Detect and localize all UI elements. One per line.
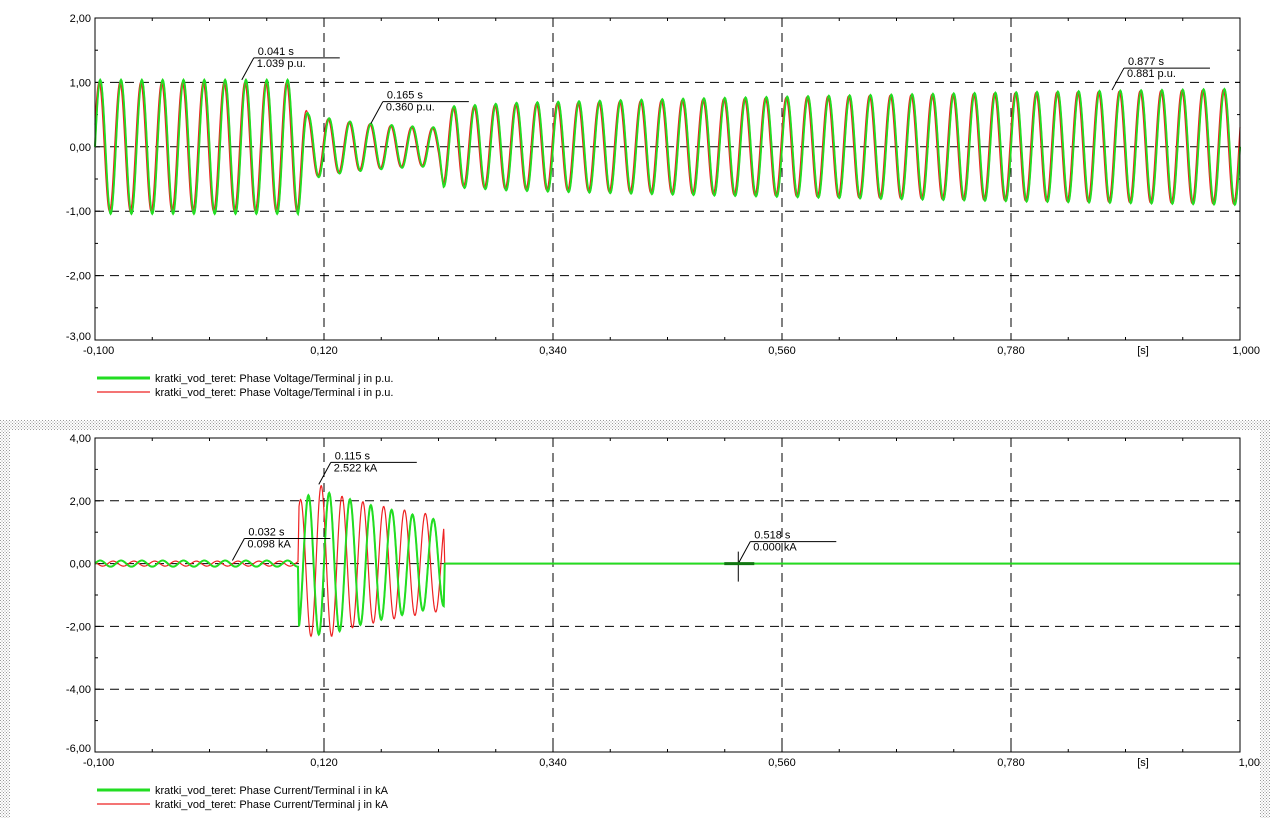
annotation-time: 0.032 s <box>248 527 285 539</box>
x-tick-label: 0,340 <box>539 757 567 769</box>
legend-entry: kratki_vod_teret: Phase Voltage/Terminal… <box>155 373 393 385</box>
x-tick-label: 1,00 <box>1239 757 1260 769</box>
series-line-0-overlay <box>94 491 1240 637</box>
legend-entry: kratki_vod_teret: Phase Voltage/Terminal… <box>155 387 393 399</box>
x-tick-label: 0,780 <box>997 757 1025 769</box>
y-tick-label: 0,00 <box>70 142 91 154</box>
current-plot[interactable]: -0,100 0,120 0,340 0,560 0,780 1,00 4,00 2,00 0,… <box>66 433 1260 811</box>
x-tick-label: -0,100 <box>83 345 114 357</box>
y-tick-label: -6,00 <box>66 743 91 755</box>
annotation-leader <box>370 101 384 124</box>
y-tick-label: 2,00 <box>70 496 91 508</box>
y-tick-label: 0,00 <box>70 559 91 571</box>
annotation-time: 0.518 s <box>754 530 791 542</box>
selected-plot-frame-right <box>1260 420 1270 818</box>
annotation-leader <box>318 462 332 485</box>
y-tick-label: 1,00 <box>70 77 91 89</box>
x-tick-label: 0,120 <box>310 757 338 769</box>
selected-plot-frame-top <box>0 420 1270 430</box>
legend-entry: kratki_vod_teret: Phase Current/Terminal… <box>155 799 389 811</box>
annotation-leader <box>737 541 751 564</box>
y-tick-label: -3,00 <box>66 331 91 343</box>
annotation-time: 0.165 s <box>387 90 424 102</box>
y-tick-label: 2,00 <box>70 13 91 25</box>
series-line-0-overlay <box>94 78 1241 216</box>
annotation-value: 2.522 kA <box>334 462 378 474</box>
x-tick-label: -0,100 <box>83 757 114 769</box>
x-unit-label: [s] <box>1137 345 1149 357</box>
y-tick-label: -2,00 <box>66 621 91 633</box>
annotation-time: 0.115 s <box>335 450 371 462</box>
x-tick-label: 0,560 <box>768 757 796 769</box>
annotation-time: 0.041 s <box>258 46 295 58</box>
x-tick-label: 0,340 <box>539 345 567 357</box>
selected-plot-background[interactable] <box>10 430 1260 818</box>
annotation-value: 0.360 p.u. <box>386 102 435 114</box>
x-tick-label: 0,120 <box>310 345 338 357</box>
y-tick-label: -4,00 <box>66 684 91 696</box>
annotation-leader <box>241 57 255 81</box>
legend-entry: kratki_vod_teret: Phase Current/Terminal… <box>155 785 389 797</box>
x-tick-label: 1,000 <box>1232 345 1260 357</box>
x-tick-label: 0,560 <box>768 345 796 357</box>
annotation-value: 0.881 p.u. <box>1127 68 1176 80</box>
annotation-value: 0.098 kA <box>247 539 291 551</box>
plot-frame <box>94 437 1241 753</box>
annotation-leader <box>1111 67 1125 91</box>
plot-frame <box>94 17 1241 341</box>
annotation-value: 0.000 kA <box>753 542 797 554</box>
annotation-leader <box>231 538 245 561</box>
x-unit-label: [s] <box>1137 757 1149 769</box>
y-tick-label: 4,00 <box>70 433 91 445</box>
annotation-value: 1.039 p.u. <box>257 58 306 70</box>
selected-plot-frame-left <box>0 420 10 818</box>
x-tick-label: 0,780 <box>997 345 1025 357</box>
voltage-plot[interactable]: -0,100 0,120 0,340 0,560 0,780 1,000 2,00 1,00 0… <box>66 13 1260 399</box>
y-tick-label: -1,00 <box>66 206 91 218</box>
y-tick-label: -2,00 <box>66 271 91 283</box>
annotation-time: 0.877 s <box>1128 56 1165 68</box>
